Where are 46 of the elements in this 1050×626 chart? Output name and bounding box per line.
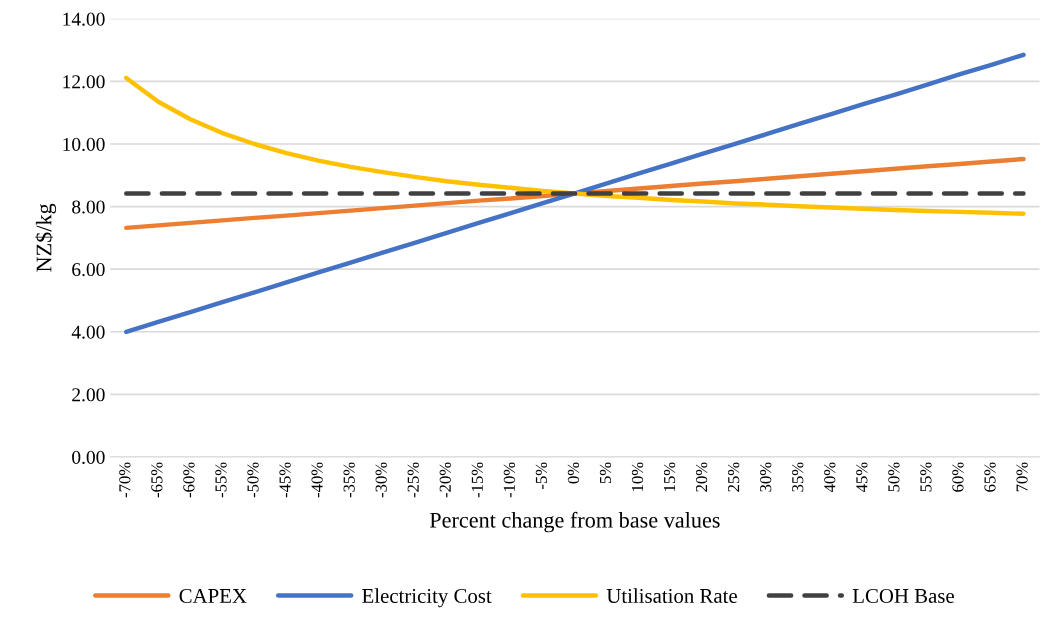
- x-tick-label: 60%: [952, 462, 964, 492]
- x-tick-label: 40%: [824, 462, 836, 493]
- x-tick-label: 15%: [663, 462, 676, 491]
- legend-label: Utilisation Rate: [606, 588, 737, 603]
- y-tick-label: 12.00: [63, 75, 105, 89]
- y-tick-label: 8.00: [72, 200, 105, 214]
- y-tick-label: 4.00: [71, 325, 105, 339]
- line-series: [124, 52, 1026, 334]
- x-tick-label: -30%: [375, 462, 387, 498]
- x-tick-label: 65%: [984, 462, 996, 492]
- x-tick-label: 55%: [920, 462, 932, 492]
- x-axis-title: Percent change from base values: [429, 511, 720, 533]
- x-tick-label: 35%: [792, 462, 804, 492]
- x-tick-label: -5%: [535, 462, 548, 489]
- x-tick-label: -45%: [279, 462, 291, 498]
- x-tick-label: 25%: [728, 462, 740, 492]
- x-tick-label: -60%: [183, 462, 195, 498]
- x-tick-label: 5%: [599, 462, 612, 484]
- x-tick-label: 30%: [760, 462, 772, 492]
- y-tick-label: 0.00: [72, 450, 105, 464]
- line-series: [124, 156, 1026, 231]
- y-tick-label: 10.00: [63, 137, 105, 151]
- x-tick-label: -70%: [119, 462, 131, 498]
- y-axis-title: NZ$/kg: [35, 203, 57, 272]
- x-tick-label: -65%: [151, 462, 163, 498]
- y-tick-label: 14.00: [63, 12, 105, 26]
- x-tick-label: -20%: [439, 462, 451, 498]
- x-tick-label: -10%: [503, 462, 516, 498]
- x-tick-label: 45%: [856, 462, 868, 493]
- x-tick-label: -35%: [343, 462, 355, 498]
- legend-label: Electricity Cost: [362, 588, 492, 608]
- x-tick-label: -50%: [247, 462, 259, 498]
- x-tick-label: -15%: [471, 462, 483, 498]
- x-tick-label: 50%: [888, 462, 900, 492]
- y-tick-label: 2.00: [72, 388, 105, 402]
- x-tick-label: -40%: [311, 462, 323, 498]
- x-tick-label: 70%: [1016, 462, 1028, 492]
- x-tick-label: -55%: [215, 462, 227, 498]
- x-tick-label: -25%: [407, 462, 419, 498]
- line-series: [124, 75, 1026, 216]
- legend-label: CAPEX: [179, 588, 247, 603]
- x-tick-label: 20%: [695, 462, 708, 492]
- x-tick-label: 10%: [631, 462, 644, 491]
- x-tick-label: 0%: [567, 462, 580, 484]
- legend-label: LCOH Base: [852, 588, 954, 603]
- y-tick-label: 6.00: [72, 263, 105, 277]
